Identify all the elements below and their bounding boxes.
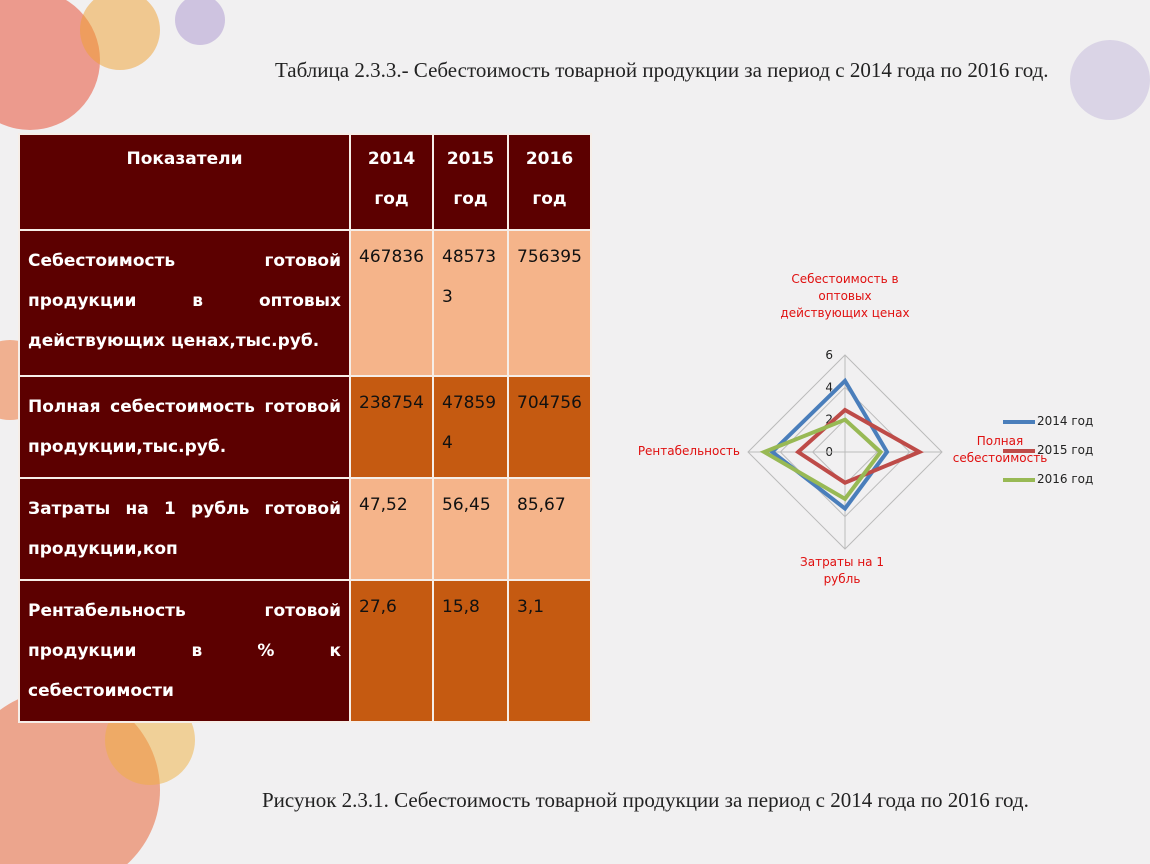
value-cell: 485733 — [432, 229, 509, 377]
axis-label: Затраты на 1 рубль — [800, 555, 884, 586]
label-cell: Затраты на 1 рубль готовой продукции,коп — [18, 477, 351, 581]
splash — [0, 0, 100, 130]
value-cell: 704756 — [507, 375, 592, 479]
table-row: Рентабельность готовой продукции в % к с… — [18, 579, 592, 723]
splash — [1070, 40, 1150, 120]
header-cell: 2014 год — [349, 133, 434, 231]
legend-label: 2016 год — [1037, 472, 1094, 486]
label-cell: Себестоимость готовой продукции в оптовы… — [18, 229, 351, 377]
title: Таблица 2.3.3.- Себестоимость товарной п… — [275, 58, 1049, 82]
legend-label: 2015 год — [1037, 443, 1094, 457]
axis-label: Полная себестоимость — [952, 434, 1048, 465]
series-line — [759, 417, 884, 502]
tick-label: 2 — [825, 413, 833, 427]
header-cell: Показатели — [18, 133, 351, 231]
value-cell: 56,45 — [432, 477, 509, 581]
value-cell: 238754 — [349, 375, 434, 479]
splash — [175, 0, 225, 45]
series-line — [769, 377, 890, 512]
value-cell: 47,52 — [349, 477, 434, 581]
caption: Рисунок 2.3.1. Себестоимость товарной пр… — [262, 788, 1029, 812]
splash — [80, 0, 160, 70]
header-cell: 2016 год — [507, 133, 592, 231]
header-cell: 2015 год — [432, 133, 509, 231]
table-row: Полная себестоимость готовой продукции,т… — [18, 375, 592, 479]
table-row: Затраты на 1 рубль готовой продукции,коп… — [18, 477, 592, 581]
value-cell: 27,6 — [349, 579, 434, 723]
table: Показатели 2014 год 2015 год 2016 год Себес… — [18, 133, 592, 723]
value-cell: 756395 — [507, 229, 592, 377]
series-line — [794, 407, 924, 485]
value-cell: 85,67 — [507, 477, 592, 581]
axis-label: Рентабельность — [637, 444, 740, 458]
axis-label: Себестоимость в оптовых действующих цена… — [780, 272, 910, 320]
table-row: Себестоимость готовой продукции в оптовы… — [18, 229, 592, 377]
tick-label: 4 — [825, 380, 833, 394]
label-cell: Полная себестоимость готовой продукции,т… — [18, 375, 351, 479]
label-cell: Рентабельность готовой продукции в % к с… — [18, 579, 351, 723]
value-cell: 478594 — [432, 375, 509, 479]
value-cell: 467836 — [349, 229, 434, 377]
value-cell: 3,1 — [507, 579, 592, 723]
value-cell: 15,8 — [432, 579, 509, 723]
tick-label: 6 — [825, 348, 833, 362]
legend-label: 2014 год — [1037, 414, 1094, 428]
